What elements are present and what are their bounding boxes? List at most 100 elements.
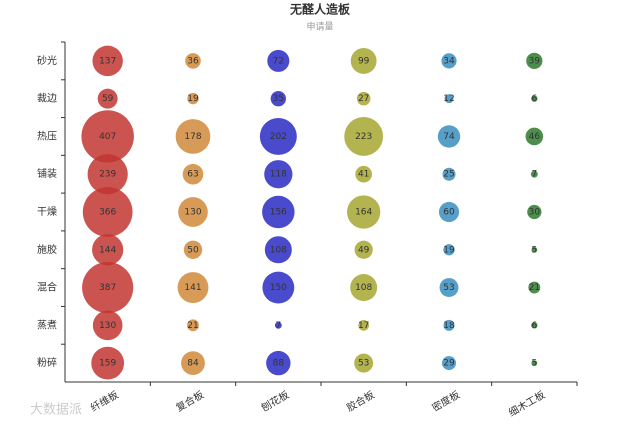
data-label: 7 xyxy=(275,321,281,331)
data-label: 6 xyxy=(531,94,537,104)
y-tick-label: 粉碎 xyxy=(37,356,57,369)
bubble xyxy=(82,187,133,237)
bubble xyxy=(266,350,291,376)
bubble xyxy=(181,351,205,376)
data-label: 118 xyxy=(270,170,287,180)
data-label: 366 xyxy=(99,208,116,218)
data-label: 5 xyxy=(531,359,537,369)
data-label: 50 xyxy=(187,245,199,255)
bubble xyxy=(259,117,297,155)
data-label: 53 xyxy=(443,283,454,293)
x-tick-label: 刨花板 xyxy=(259,388,291,414)
data-label: 159 xyxy=(99,359,116,369)
bubble xyxy=(525,127,544,146)
bubble xyxy=(358,319,370,331)
bubble xyxy=(441,53,457,69)
bubble xyxy=(531,246,538,253)
data-label: 49 xyxy=(358,245,370,255)
bubble xyxy=(350,47,377,74)
bubble xyxy=(264,236,292,264)
data-label: 30 xyxy=(529,208,541,218)
data-label: 202 xyxy=(270,132,287,142)
data-label: 407 xyxy=(99,132,116,142)
bubble xyxy=(344,117,384,156)
data-label: 108 xyxy=(270,245,287,255)
bubble xyxy=(526,52,543,70)
data-label: 108 xyxy=(355,283,372,293)
bubble xyxy=(355,165,372,183)
bubble xyxy=(185,53,201,69)
data-label: 137 xyxy=(99,56,116,66)
x-tick-label: 密度板 xyxy=(430,388,462,414)
bubble xyxy=(444,94,454,104)
bubble xyxy=(354,353,374,373)
data-label: 12 xyxy=(443,94,454,104)
data-label: 141 xyxy=(184,283,201,293)
data-label: 34 xyxy=(443,56,455,66)
bubble xyxy=(264,160,293,189)
data-label: 18 xyxy=(443,321,455,331)
y-tick-label: 蒸煮 xyxy=(37,319,57,331)
data-label: 59 xyxy=(102,94,114,104)
bubble xyxy=(528,281,541,294)
y-tick-label: 热压 xyxy=(37,129,57,142)
data-label: 239 xyxy=(99,170,116,180)
data-label: 41 xyxy=(358,170,369,180)
data-label: 178 xyxy=(184,132,201,142)
data-label: 25 xyxy=(443,170,454,180)
data-label: 21 xyxy=(529,283,540,293)
bubble xyxy=(530,170,538,178)
bubble xyxy=(81,110,134,163)
x-tick-label: 纤维板 xyxy=(88,388,120,414)
data-label: 156 xyxy=(270,208,287,218)
bubble xyxy=(262,195,295,229)
data-label: 17 xyxy=(358,321,369,331)
x-tick-label: 胶合板 xyxy=(344,388,376,414)
data-label: 130 xyxy=(99,321,116,331)
data-label: 19 xyxy=(443,245,455,255)
bubble xyxy=(267,49,290,72)
y-tick-label: 砂光 xyxy=(37,54,57,67)
bubble xyxy=(531,322,538,329)
data-label: 99 xyxy=(358,56,370,66)
bubble xyxy=(187,319,199,332)
bubble xyxy=(274,321,282,329)
bubble xyxy=(527,204,542,220)
bubble xyxy=(187,93,199,105)
data-label: 53 xyxy=(358,359,369,369)
data-label: 6 xyxy=(531,321,537,331)
bubble xyxy=(354,240,373,259)
bubble xyxy=(182,163,204,185)
data-label: 39 xyxy=(529,56,541,66)
data-label: 150 xyxy=(270,283,287,293)
data-label: 60 xyxy=(443,208,455,218)
data-label: 387 xyxy=(99,283,116,293)
bubble xyxy=(350,274,378,302)
data-label: 21 xyxy=(187,321,198,331)
bubble xyxy=(443,319,455,331)
bubble xyxy=(262,271,295,304)
data-label: 144 xyxy=(99,245,116,255)
bubble xyxy=(437,125,461,148)
data-label: 35 xyxy=(273,94,284,104)
bubble xyxy=(92,45,123,77)
y-tick-label: 裁边 xyxy=(37,92,57,105)
bubble xyxy=(356,91,371,106)
bubble xyxy=(531,360,538,367)
bubble xyxy=(439,278,459,298)
bubble xyxy=(92,310,123,341)
data-label: 19 xyxy=(187,94,199,104)
data-label: 72 xyxy=(273,56,284,66)
bubble xyxy=(442,167,456,181)
bubble xyxy=(183,240,203,259)
chart-title: 无醛人造板 xyxy=(289,2,351,17)
bubble xyxy=(443,244,455,256)
data-label: 88 xyxy=(273,359,285,369)
y-tick-label: 干燥 xyxy=(37,206,57,218)
y-tick-label: 混合 xyxy=(37,281,57,294)
data-label: 74 xyxy=(443,132,455,142)
chart-subtitle: 申请量 xyxy=(306,21,333,33)
bubble xyxy=(438,201,460,223)
watermark: 大数据派 xyxy=(30,403,82,418)
